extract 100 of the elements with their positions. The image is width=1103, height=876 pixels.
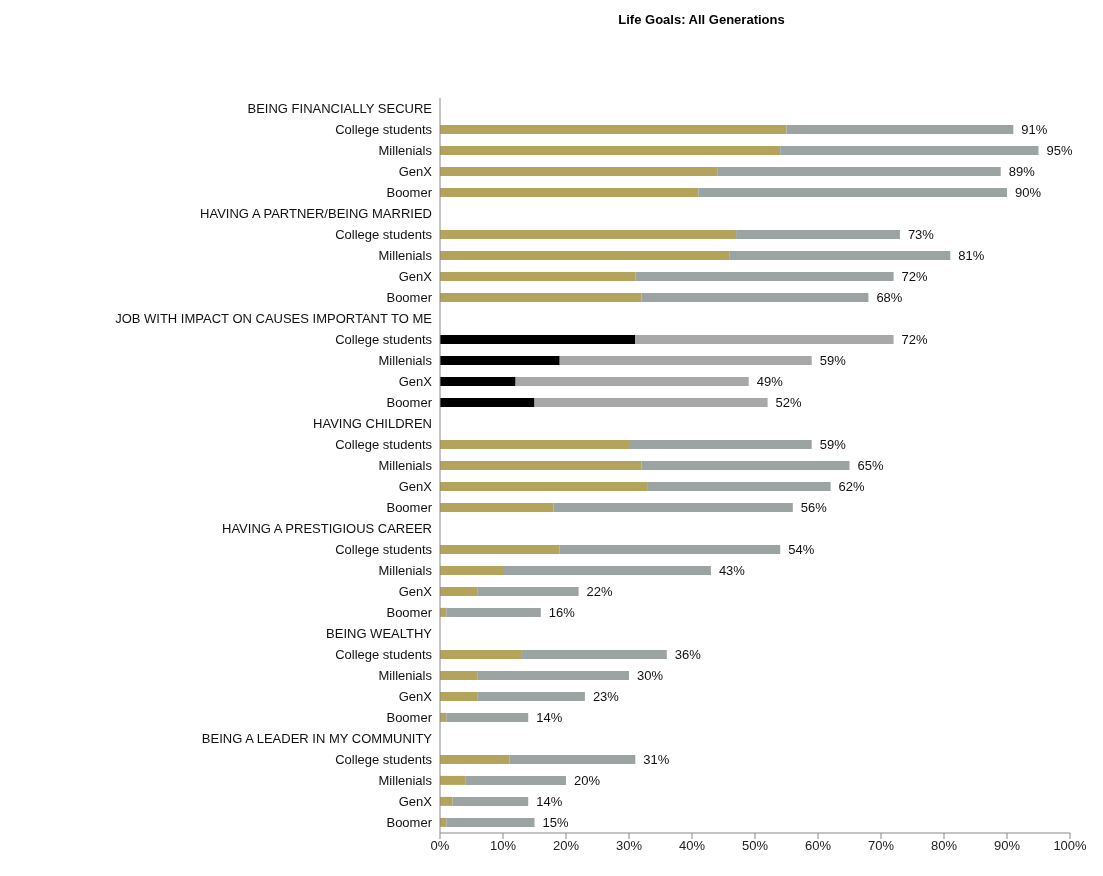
- bar: [503, 565, 711, 575]
- total-label: 59%: [819, 436, 847, 452]
- bar: [446, 817, 535, 827]
- y-tick-label: Boomer: [386, 710, 433, 726]
- bar: [440, 166, 718, 176]
- y-tick-label: Millenials: [378, 458, 433, 474]
- y-tick-label: Millenials: [378, 668, 433, 684]
- y-tick-label: Millenials: [378, 353, 433, 369]
- y-tick-label: Boomer: [386, 185, 433, 201]
- total-label: 72%: [901, 268, 929, 284]
- bar: [647, 481, 831, 491]
- bar: [440, 376, 516, 386]
- bar: [440, 460, 642, 470]
- x-tick-label: 40%: [678, 838, 706, 854]
- y-tick-label: GenX: [398, 794, 433, 810]
- bar: [698, 187, 1007, 197]
- bar: [780, 145, 1039, 155]
- bar: [440, 754, 510, 764]
- bar: [440, 397, 535, 407]
- bar: [559, 544, 781, 554]
- bar: [641, 460, 850, 470]
- total-label: 20%: [574, 772, 601, 788]
- total-label: 91%: [1021, 121, 1048, 137]
- total-label: 59%: [819, 352, 847, 368]
- bar: [440, 775, 466, 785]
- total-label: 43%: [718, 562, 746, 578]
- total-label: 56%: [800, 499, 828, 515]
- y-tick-label: Millenials: [378, 563, 433, 579]
- y-tick-label: GenX: [398, 689, 433, 705]
- bar: [477, 670, 629, 680]
- y-tick-label: GenX: [398, 584, 433, 600]
- x-tick-label: 50%: [741, 838, 769, 854]
- bar: [440, 292, 642, 302]
- bar: [440, 481, 648, 491]
- y-tick-label: Millenials: [378, 248, 433, 264]
- x-tick-label: 10%: [489, 838, 517, 854]
- y-tick-label: College students: [335, 542, 433, 558]
- x-tick-label: 100%: [1053, 838, 1088, 854]
- y-tick-label: College students: [335, 647, 433, 663]
- total-label: 22%: [586, 583, 614, 599]
- bar: [446, 607, 541, 617]
- bar: [452, 796, 529, 806]
- y-tick-label: GenX: [398, 164, 433, 180]
- bar: [635, 271, 894, 281]
- bar: [477, 691, 585, 701]
- y-tick-label: GenX: [398, 479, 433, 495]
- bar: [629, 439, 812, 449]
- bar: [440, 334, 636, 344]
- total-label: 62%: [838, 478, 866, 494]
- bar: [635, 334, 894, 344]
- total-label: 90%: [1015, 184, 1042, 200]
- x-tick-label: 90%: [993, 838, 1021, 854]
- bar: [509, 754, 636, 764]
- bar: [440, 565, 503, 575]
- total-label: 81%: [958, 247, 985, 263]
- bar: [440, 187, 699, 197]
- bar: [534, 397, 768, 407]
- y-tick-label: Millenials: [378, 773, 433, 789]
- y-tick-label: JOB WITH IMPACT ON CAUSES IMPORTANT TO ME: [115, 311, 433, 327]
- total-label: 23%: [592, 688, 620, 704]
- bar: [440, 271, 636, 281]
- y-tick-label: HAVING A PRESTIGIOUS CAREER: [222, 521, 432, 537]
- bar: [477, 586, 579, 596]
- bar: [440, 544, 560, 554]
- y-tick-label: Boomer: [386, 395, 433, 411]
- x-tick-label: 60%: [804, 838, 832, 854]
- bar: [440, 691, 478, 701]
- total-label: 95%: [1046, 142, 1073, 158]
- total-label: 36%: [674, 646, 702, 662]
- bar: [440, 229, 737, 239]
- y-tick-label: Boomer: [386, 605, 433, 621]
- y-tick-label: Millenials: [378, 143, 433, 159]
- total-label: 65%: [857, 457, 884, 473]
- y-tick-label: College students: [335, 122, 433, 138]
- bar: [553, 502, 793, 512]
- bar: [559, 355, 812, 365]
- bar: [446, 712, 529, 722]
- bar: [440, 439, 629, 449]
- total-label: 73%: [907, 226, 935, 242]
- y-tick-label: BEING WEALTHY: [326, 626, 433, 642]
- y-tick-label: College students: [335, 332, 433, 348]
- chart-title: Life Goals: All Generations: [617, 11, 786, 29]
- total-label: 72%: [901, 331, 929, 347]
- bar: [440, 502, 554, 512]
- y-tick-label: GenX: [398, 269, 433, 285]
- y-tick-label: BEING FINANCIALLY SECURE: [247, 101, 433, 117]
- total-label: 54%: [788, 541, 815, 557]
- total-label: 68%: [876, 289, 903, 305]
- y-tick-label: College students: [335, 437, 433, 453]
- total-label: 89%: [1008, 163, 1036, 179]
- y-tick-label: College students: [335, 227, 433, 243]
- y-tick-label: Boomer: [386, 500, 433, 516]
- bar: [440, 250, 730, 260]
- bar: [440, 649, 522, 659]
- bar: [440, 796, 453, 806]
- bar: [440, 586, 478, 596]
- bar: [736, 229, 900, 239]
- x-tick-label: 80%: [930, 838, 958, 854]
- y-tick-label: Boomer: [386, 815, 433, 831]
- y-tick-label: BEING A LEADER IN MY COMMUNITY: [201, 731, 433, 747]
